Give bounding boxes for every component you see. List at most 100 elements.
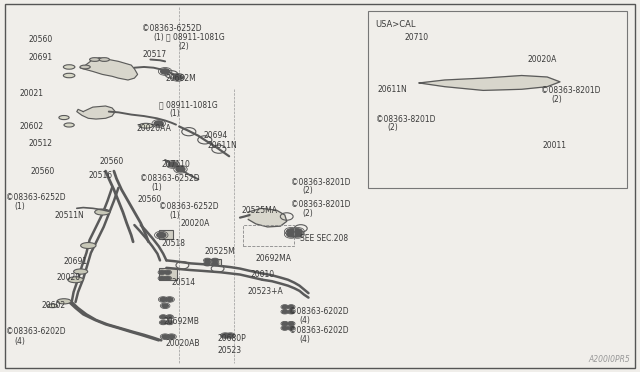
Polygon shape [248, 208, 287, 227]
Polygon shape [80, 58, 138, 80]
Text: (1): (1) [151, 183, 162, 192]
Text: 20011: 20011 [543, 141, 567, 150]
Ellipse shape [394, 52, 406, 56]
Text: ©08363-6252D: ©08363-6252D [159, 202, 218, 211]
Circle shape [212, 262, 218, 265]
Text: 20602: 20602 [42, 301, 66, 310]
Ellipse shape [95, 209, 110, 215]
Circle shape [436, 31, 447, 37]
Text: 20010: 20010 [251, 270, 275, 279]
Circle shape [173, 75, 182, 80]
Text: ©08363-6252D: ©08363-6252D [6, 193, 66, 202]
Text: 20560: 20560 [99, 157, 124, 166]
Bar [243, 225, 294, 246]
Text: 20602: 20602 [19, 122, 44, 131]
Circle shape [161, 69, 170, 74]
Circle shape [159, 277, 164, 280]
Text: 20692MB: 20692MB [163, 317, 199, 326]
Circle shape [212, 259, 218, 262]
Ellipse shape [406, 31, 417, 36]
Ellipse shape [64, 123, 74, 127]
Text: 20517: 20517 [142, 50, 166, 59]
Text: 20518: 20518 [161, 239, 186, 248]
Circle shape [289, 305, 294, 308]
Circle shape [165, 271, 170, 274]
Circle shape [289, 310, 294, 313]
Text: (2): (2) [551, 95, 562, 104]
Circle shape [293, 229, 302, 234]
Text: ©08363-8201D: ©08363-8201D [291, 200, 351, 209]
Text: 20512: 20512 [29, 139, 52, 148]
Text: ©08363-6252D: ©08363-6252D [142, 24, 202, 33]
Circle shape [282, 322, 287, 325]
Circle shape [168, 162, 177, 167]
Ellipse shape [68, 277, 83, 283]
Text: 20525M: 20525M [205, 247, 236, 256]
Circle shape [282, 305, 287, 308]
Text: (2): (2) [387, 124, 398, 132]
Ellipse shape [99, 58, 109, 61]
Ellipse shape [63, 73, 75, 78]
Text: Ⓝ 08911-1081G: Ⓝ 08911-1081G [159, 100, 218, 109]
Text: (2): (2) [302, 186, 313, 195]
Text: 20611N: 20611N [208, 141, 237, 150]
Bar [368, 11, 627, 188]
Text: 20691: 20691 [64, 257, 88, 266]
Ellipse shape [90, 58, 100, 61]
Text: 207110: 207110 [161, 160, 190, 169]
Text: (1): (1) [154, 33, 164, 42]
Circle shape [157, 232, 166, 238]
Circle shape [289, 327, 294, 330]
Text: USA>CAL: USA>CAL [376, 20, 416, 29]
Circle shape [282, 327, 287, 330]
Text: ©08363-6252D: ©08363-6252D [140, 174, 199, 183]
Bar [159, 268, 177, 280]
Text: ©08363-6202D: ©08363-6202D [6, 327, 66, 336]
Ellipse shape [74, 269, 88, 274]
Circle shape [176, 167, 185, 172]
Text: (1): (1) [170, 211, 180, 220]
Text: A200I0PR5: A200I0PR5 [588, 355, 630, 364]
Ellipse shape [47, 304, 58, 308]
Ellipse shape [81, 243, 96, 248]
Text: 20691: 20691 [29, 53, 53, 62]
Circle shape [166, 298, 173, 301]
Bar [205, 259, 221, 265]
Text: (2): (2) [178, 42, 189, 51]
Bar [159, 230, 173, 239]
Circle shape [167, 315, 172, 318]
Text: ©08363-8201D: ©08363-8201D [541, 86, 600, 95]
Text: 20694: 20694 [204, 131, 228, 140]
Circle shape [162, 335, 168, 339]
Text: 20680P: 20680P [218, 334, 246, 343]
Text: 20020AA: 20020AA [136, 124, 171, 133]
Polygon shape [77, 106, 115, 119]
Text: (4): (4) [300, 335, 310, 344]
Circle shape [160, 298, 166, 301]
Circle shape [227, 334, 234, 337]
Text: 20523: 20523 [218, 346, 242, 355]
Text: 20611N: 20611N [378, 85, 407, 94]
Circle shape [167, 321, 172, 324]
Text: SEE SEC.208: SEE SEC.208 [300, 234, 348, 243]
Text: 20516: 20516 [88, 171, 113, 180]
Text: (4): (4) [300, 316, 310, 325]
Text: 20021: 20021 [19, 89, 44, 97]
Circle shape [293, 232, 302, 237]
Text: 20020A: 20020A [528, 55, 557, 64]
Text: 20560: 20560 [138, 195, 162, 203]
Circle shape [165, 277, 170, 280]
Text: 20692M: 20692M [165, 74, 196, 83]
Text: ©08363-8201D: ©08363-8201D [376, 115, 436, 124]
Circle shape [222, 334, 228, 337]
Circle shape [484, 48, 492, 52]
Text: ©08363-6202D: ©08363-6202D [289, 307, 349, 316]
Text: (2): (2) [302, 209, 313, 218]
Text: ©08363-8201D: ©08363-8201D [291, 178, 351, 187]
Ellipse shape [80, 65, 90, 69]
Ellipse shape [139, 123, 153, 128]
Text: 20692MA: 20692MA [256, 254, 292, 263]
Ellipse shape [63, 65, 75, 69]
Text: (1): (1) [170, 109, 180, 118]
Text: Ⓝ 08911-1081G: Ⓝ 08911-1081G [166, 33, 225, 42]
